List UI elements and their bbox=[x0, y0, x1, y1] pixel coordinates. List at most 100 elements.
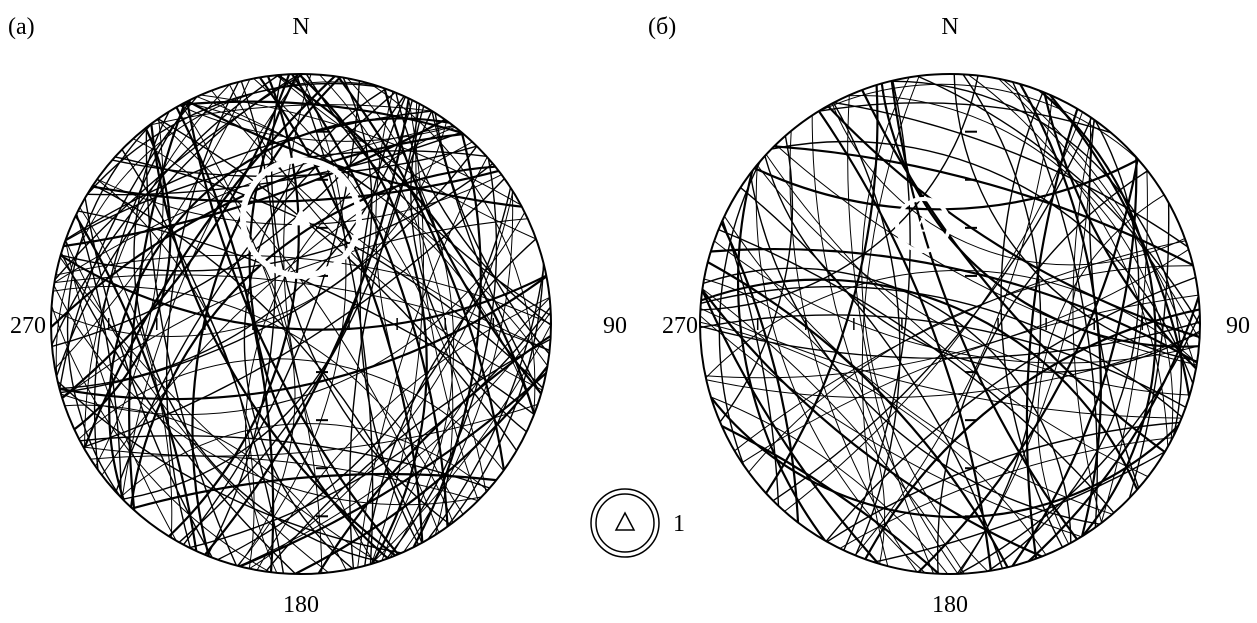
great-circle-trace bbox=[936, 170, 1148, 574]
great-circle-trace bbox=[60, 254, 547, 331]
great-circle-trace bbox=[953, 74, 1198, 362]
great-circle-trace bbox=[258, 76, 424, 543]
panel-label-b: (б) bbox=[648, 14, 676, 40]
great-circle-trace bbox=[243, 88, 387, 570]
great-circle-trace bbox=[196, 96, 548, 367]
great-circle-trace bbox=[415, 102, 479, 501]
pole-ring-b bbox=[895, 197, 951, 253]
west-label-a: 270 bbox=[10, 313, 46, 339]
great-circle-trace bbox=[75, 213, 122, 498]
great-circle-trace bbox=[847, 95, 934, 574]
great-circle-traces-b bbox=[700, 74, 1200, 574]
great-circle-trace bbox=[721, 219, 780, 506]
great-circle-trace bbox=[412, 132, 482, 548]
great-circle-trace bbox=[305, 74, 551, 317]
great-circle-trace bbox=[1072, 120, 1103, 523]
great-circle-trace bbox=[249, 191, 514, 570]
great-circle-trace bbox=[958, 117, 1091, 574]
great-circle-trace bbox=[381, 297, 550, 561]
great-circle-trace bbox=[375, 91, 464, 515]
station-triangle-icon bbox=[291, 207, 311, 226]
great-circle-trace bbox=[57, 380, 402, 554]
great-circle-trace bbox=[446, 263, 545, 528]
great-circle-trace bbox=[337, 76, 505, 471]
great-circle-trace bbox=[764, 155, 1200, 373]
great-circle-trace bbox=[166, 81, 240, 549]
great-circle-trace bbox=[817, 110, 992, 571]
great-circle-trace bbox=[826, 105, 1200, 339]
great-circle-trace bbox=[755, 164, 926, 574]
great-circle-trace bbox=[434, 112, 550, 355]
great-circle-trace bbox=[120, 423, 488, 498]
triangle-in-double-circle-icon bbox=[590, 488, 660, 558]
great-circle-trace bbox=[270, 74, 451, 526]
great-circle-trace bbox=[772, 117, 1093, 502]
great-circle-trace bbox=[55, 254, 551, 325]
great-circle-trace bbox=[79, 434, 490, 489]
great-circle-trace bbox=[129, 165, 496, 508]
great-circle-trace bbox=[1011, 157, 1138, 567]
pole-ring-circle bbox=[240, 157, 362, 279]
great-circle-trace bbox=[77, 210, 535, 415]
stereonet-panel-b: (б) N 90 180 270 bbox=[648, 14, 1250, 618]
great-circle-trace bbox=[74, 215, 198, 552]
east-label-b: 90 bbox=[1226, 313, 1250, 339]
great-circle-trace bbox=[54, 74, 304, 280]
great-circle-trace bbox=[737, 170, 826, 542]
great-circle-trace bbox=[95, 118, 164, 467]
great-circle-trace bbox=[86, 82, 382, 196]
great-circle-trace bbox=[703, 278, 886, 565]
great-circle-trace bbox=[294, 365, 549, 574]
great-circle-trace bbox=[1000, 91, 1064, 548]
stereonet-panel-a: (a) N 90 180 270 bbox=[8, 14, 627, 618]
great-circle-trace bbox=[998, 78, 1200, 340]
great-circle-trace bbox=[1100, 169, 1148, 524]
pole-ring-a bbox=[240, 157, 362, 279]
great-circle-trace bbox=[55, 81, 376, 378]
great-circle-trace bbox=[114, 156, 544, 389]
great-circle-trace bbox=[186, 101, 400, 556]
great-circle-trace bbox=[719, 135, 794, 423]
great-circle-trace bbox=[721, 425, 940, 574]
great-circle-trace bbox=[349, 110, 433, 569]
great-circle-trace bbox=[128, 102, 186, 511]
great-circle-trace bbox=[774, 145, 1194, 267]
great-circle-trace bbox=[854, 95, 1053, 556]
east-label-a: 90 bbox=[603, 313, 627, 339]
pole-ring-circle bbox=[895, 197, 951, 253]
great-circle-trace bbox=[66, 121, 155, 498]
great-circle-trace bbox=[700, 285, 1183, 418]
great-circle-trace bbox=[754, 158, 1139, 211]
great-circle-trace bbox=[1043, 92, 1197, 370]
primitive-circle-a bbox=[50, 73, 552, 575]
great-circle-trace bbox=[217, 187, 512, 561]
great-circle-trace bbox=[775, 144, 1197, 366]
great-circle-trace bbox=[59, 256, 379, 563]
station-triangle-icon bbox=[914, 215, 932, 232]
great-circle-trace bbox=[179, 105, 455, 142]
great-circle-traces-a bbox=[51, 74, 551, 574]
great-circle-trace bbox=[1012, 81, 1098, 528]
great-circle-trace bbox=[90, 455, 479, 502]
great-circle-trace bbox=[395, 92, 551, 326]
south-label-b: 180 bbox=[932, 592, 968, 618]
great-circle-trace bbox=[1019, 83, 1102, 537]
great-circle-trace bbox=[59, 275, 548, 401]
great-circle-trace bbox=[51, 132, 464, 328]
great-circle-trace bbox=[700, 75, 979, 311]
great-circle-trace bbox=[54, 79, 251, 369]
great-circle-trace bbox=[839, 437, 1173, 549]
south-label-a: 180 bbox=[283, 592, 319, 618]
great-circle-trace bbox=[740, 187, 1004, 569]
great-circle-trace bbox=[703, 267, 1072, 543]
great-circle-trace bbox=[191, 76, 342, 557]
great-circle-trace bbox=[156, 119, 440, 533]
great-circle-trace bbox=[700, 315, 1082, 538]
great-circle-trace bbox=[427, 265, 545, 540]
great-circle-trace bbox=[78, 358, 504, 471]
great-circle-trace bbox=[987, 120, 1140, 572]
great-circle-trace bbox=[65, 240, 177, 541]
great-circle-trace bbox=[256, 296, 550, 571]
great-circle-trace bbox=[359, 96, 420, 546]
great-circle-trace bbox=[710, 396, 949, 574]
